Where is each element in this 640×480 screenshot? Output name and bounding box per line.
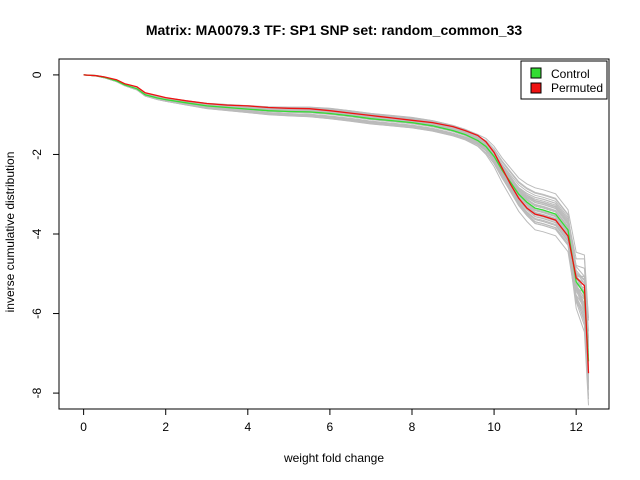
background-series-line bbox=[83, 74, 589, 384]
background-series-line bbox=[83, 74, 589, 343]
background-series-line bbox=[83, 74, 589, 347]
y-axis: 0 -2 -4 -6 -8 bbox=[30, 71, 59, 398]
series-group bbox=[83, 74, 590, 374]
legend-swatch-control bbox=[530, 67, 542, 79]
series-line-control bbox=[83, 74, 590, 362]
legend-label-control: Control bbox=[551, 67, 590, 81]
x-axis: 0 2 4 6 8 10 12 bbox=[80, 409, 583, 434]
background-series-line bbox=[83, 74, 589, 389]
background-series-line bbox=[83, 74, 589, 382]
background-series-line bbox=[83, 74, 589, 380]
y-tick-label: -4 bbox=[30, 228, 44, 239]
background-series-line bbox=[83, 74, 589, 391]
background-series-line bbox=[83, 74, 589, 382]
y-tick-label: -6 bbox=[30, 308, 44, 319]
series-line-permuted bbox=[83, 74, 590, 374]
y-tick-label: 0 bbox=[30, 71, 44, 78]
legend-label-permuted: Permuted bbox=[551, 81, 603, 95]
x-tick-label: 0 bbox=[80, 420, 87, 434]
y-tick-label: -8 bbox=[30, 387, 44, 398]
x-tick-label: 8 bbox=[409, 420, 416, 434]
chart-title: Matrix: MA0079.3 TF: SP1 SNP set: random… bbox=[146, 22, 523, 38]
background-series-line bbox=[83, 74, 589, 380]
background-series-line bbox=[83, 74, 589, 400]
legend: Control Permuted bbox=[520, 60, 608, 100]
background-series-line bbox=[83, 74, 589, 389]
background-series-group bbox=[83, 74, 589, 406]
x-axis-label: weight fold change bbox=[283, 451, 384, 465]
background-series-line bbox=[83, 74, 589, 396]
x-tick-label: 10 bbox=[487, 420, 501, 434]
x-tick-label: 2 bbox=[162, 420, 169, 434]
background-series-line bbox=[83, 74, 589, 348]
background-series-line bbox=[83, 74, 589, 381]
background-series-line bbox=[83, 74, 589, 347]
y-tick-label: -2 bbox=[30, 149, 44, 160]
x-tick-label: 4 bbox=[244, 420, 251, 434]
x-tick-label: 12 bbox=[569, 420, 583, 434]
background-series-line bbox=[83, 74, 589, 369]
x-tick-label: 6 bbox=[327, 420, 334, 434]
y-axis-label: inverse cumulative distribution bbox=[3, 152, 17, 313]
background-series-line bbox=[83, 74, 589, 351]
background-series-line bbox=[83, 74, 589, 406]
background-series-line bbox=[83, 74, 589, 379]
background-series-line bbox=[83, 74, 589, 357]
legend-swatch-permuted bbox=[530, 82, 542, 94]
